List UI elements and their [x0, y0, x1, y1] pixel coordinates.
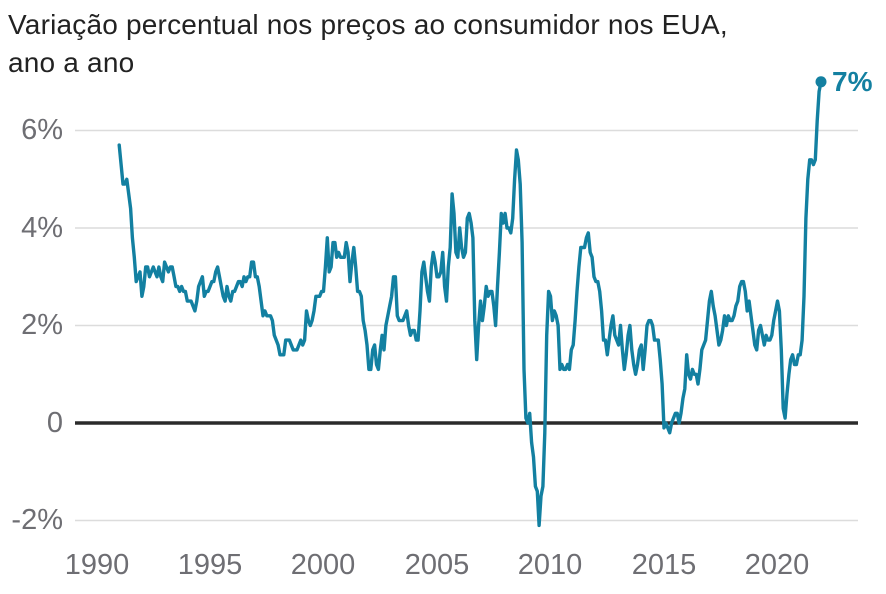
x-tick-1995: 1995: [177, 549, 243, 581]
x-tick-2010: 2010: [517, 549, 583, 581]
end-value-label: 7%: [832, 66, 873, 97]
y-tick-4pct: 4%: [21, 212, 63, 244]
x-tick-1990: 1990: [64, 549, 130, 581]
chart-title-line1: Variação percentual nos preços ao consum…: [8, 9, 728, 40]
y-tick-0: 0: [46, 407, 63, 439]
cpi-line-series: [117, 80, 823, 528]
x-tick-2005: 2005: [404, 549, 470, 581]
y-tick-6pct: 6%: [21, 114, 63, 146]
y-tick-neg2pct: -2%: [11, 504, 63, 536]
y-tick-2pct: 2%: [21, 309, 63, 341]
x-tick-2020: 2020: [744, 549, 810, 581]
end-point-dot: [815, 76, 827, 88]
chart-title-line2: ano a ano: [8, 47, 135, 78]
chart-title: Variação percentual nos preços ao consum…: [8, 6, 878, 82]
x-tick-2000: 2000: [290, 549, 356, 581]
x-tick-2015: 2015: [631, 549, 697, 581]
